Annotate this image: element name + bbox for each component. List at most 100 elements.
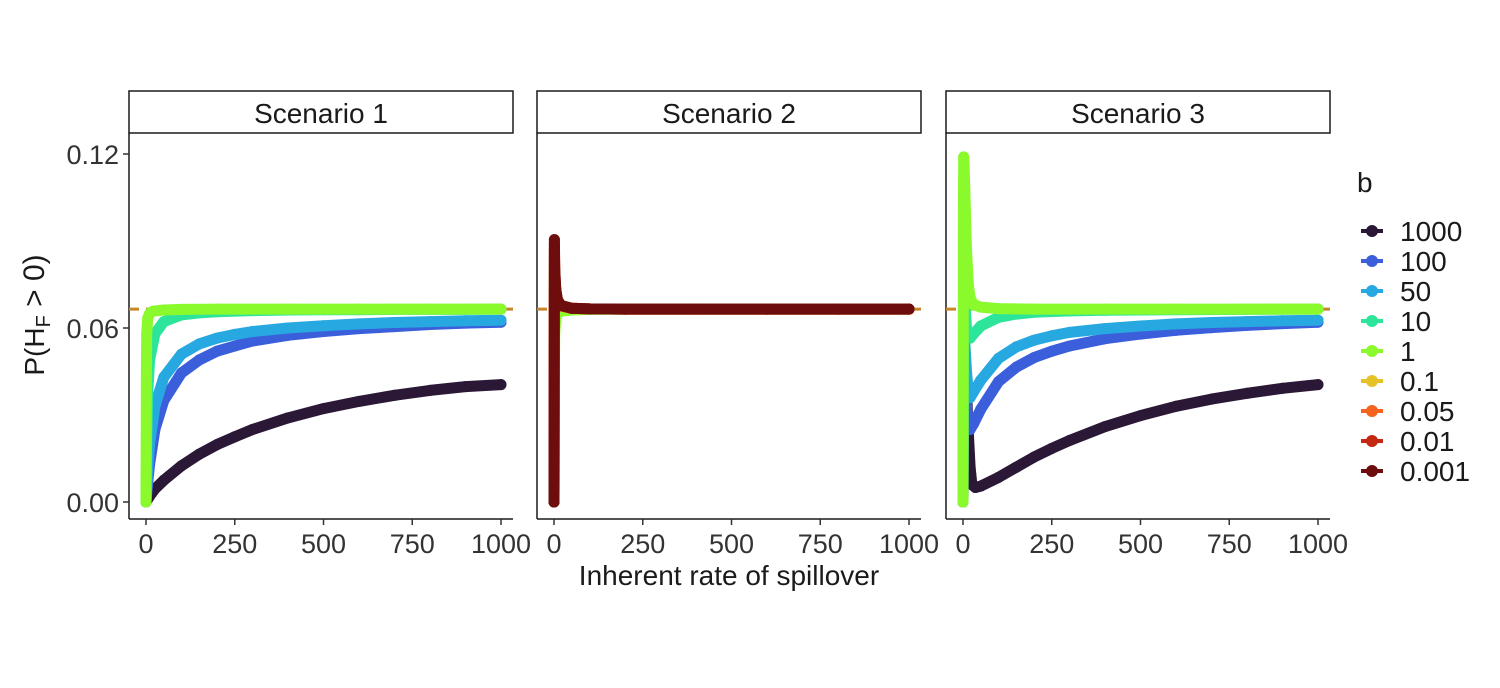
- legend-item: 0.05: [1361, 396, 1455, 427]
- data-point: [211, 345, 223, 357]
- data-point: [549, 263, 561, 274]
- data-point: [176, 367, 187, 379]
- x-tick-label: 1000: [1288, 529, 1348, 559]
- panel-strip: [128, 90, 514, 134]
- data-point: [282, 322, 294, 334]
- data-point: [495, 314, 507, 326]
- legend-item: 50: [1361, 276, 1431, 307]
- data-point: [424, 303, 436, 315]
- data-point: [1010, 461, 1022, 473]
- data-point: [1241, 316, 1253, 328]
- data-point: [1135, 320, 1146, 332]
- series-1: [548, 303, 915, 508]
- data-point: [1046, 442, 1058, 454]
- legend-item: 0.01: [1361, 426, 1455, 457]
- data-point: [495, 303, 507, 315]
- panel-title: Scenario 2: [662, 98, 796, 129]
- series-0.01: [548, 238, 915, 508]
- data-point: [548, 234, 560, 246]
- data-point: [424, 384, 436, 396]
- data-point: [957, 206, 969, 218]
- series-0.05: [548, 244, 915, 508]
- data-point: [993, 303, 1004, 315]
- data-point: [550, 284, 562, 296]
- x-tick-label: 250: [1029, 529, 1074, 559]
- legend-key-point: [1366, 405, 1378, 417]
- legend-label: 0.1: [1400, 366, 1439, 397]
- data-point: [211, 332, 223, 344]
- data-point: [318, 320, 329, 332]
- data-point: [389, 389, 400, 401]
- series-1: [957, 151, 1324, 508]
- data-point: [460, 315, 471, 327]
- data-point: [832, 303, 844, 315]
- data-point: [424, 316, 436, 328]
- legend-key-point: [1366, 225, 1378, 237]
- data-point: [147, 305, 159, 317]
- data-point: [957, 496, 969, 508]
- data-point: [962, 279, 974, 290]
- series-trail: [548, 252, 915, 508]
- x-tick-label: 500: [709, 529, 754, 559]
- data-point: [1028, 352, 1040, 364]
- panels-layer: Scenario 10 250 500 750 10000.000.060.12Scen…: [66, 90, 1348, 559]
- data-point: [958, 151, 970, 163]
- data-point: [1064, 326, 1075, 338]
- data-point: [1277, 315, 1288, 327]
- data-point: [1170, 318, 1182, 330]
- data-point: [1206, 317, 1217, 328]
- data-point: [961, 244, 972, 256]
- data-point: [975, 320, 987, 332]
- panel-strip: [945, 90, 1331, 134]
- legend-label: 0.01: [1400, 426, 1455, 457]
- legend-label: 0.05: [1400, 396, 1455, 427]
- data-point: [1028, 334, 1040, 346]
- series-0.001: [548, 234, 915, 508]
- data-point: [176, 303, 187, 315]
- data-point: [958, 160, 970, 172]
- data-point: [158, 371, 170, 383]
- data-point: [229, 340, 241, 352]
- data-point: [619, 303, 631, 315]
- data-point: [247, 424, 258, 435]
- data-point: [968, 418, 980, 430]
- data-point: [975, 301, 987, 313]
- data-point: [960, 221, 972, 232]
- data-point: [176, 460, 187, 472]
- legend-key-point: [1366, 465, 1378, 477]
- x-tick-label: 0: [138, 529, 153, 559]
- data-point: [140, 496, 152, 508]
- legend-label: 100: [1400, 246, 1447, 277]
- data-point: [158, 304, 170, 316]
- data-point: [318, 403, 329, 415]
- data-point: [1046, 330, 1058, 342]
- data-point: [548, 496, 560, 508]
- data-point: [193, 338, 205, 350]
- data-point: [140, 360, 152, 372]
- data-point: [1046, 345, 1058, 357]
- data-point: [1312, 379, 1324, 391]
- data-point: [176, 348, 187, 360]
- legend-item: 0.001: [1361, 456, 1470, 487]
- data-point: [1099, 303, 1111, 315]
- panel-3: Scenario 3 0 250 500 750 1000: [945, 90, 1348, 559]
- data-point: [975, 374, 987, 386]
- data-point: [1010, 341, 1022, 353]
- panel-2: Scenario 2 0 250 500 750 1000: [536, 90, 939, 559]
- legend-item: 1000: [1361, 216, 1462, 247]
- y-tick-label: 0.06: [66, 314, 119, 344]
- data-point: [353, 318, 365, 330]
- legend-label: 0.001: [1400, 456, 1470, 487]
- data-point: [193, 448, 205, 460]
- y-axis-title-subscript: F: [33, 315, 55, 327]
- data-point: [282, 303, 294, 315]
- panel-title: Scenario 3: [1071, 98, 1205, 129]
- data-point: [968, 386, 980, 398]
- legend-key-point: [1366, 375, 1378, 387]
- y-tick-label: 0.12: [66, 140, 119, 170]
- series-1000: [957, 337, 1324, 508]
- legend-key-point: [1366, 345, 1378, 357]
- data-point: [1099, 333, 1111, 345]
